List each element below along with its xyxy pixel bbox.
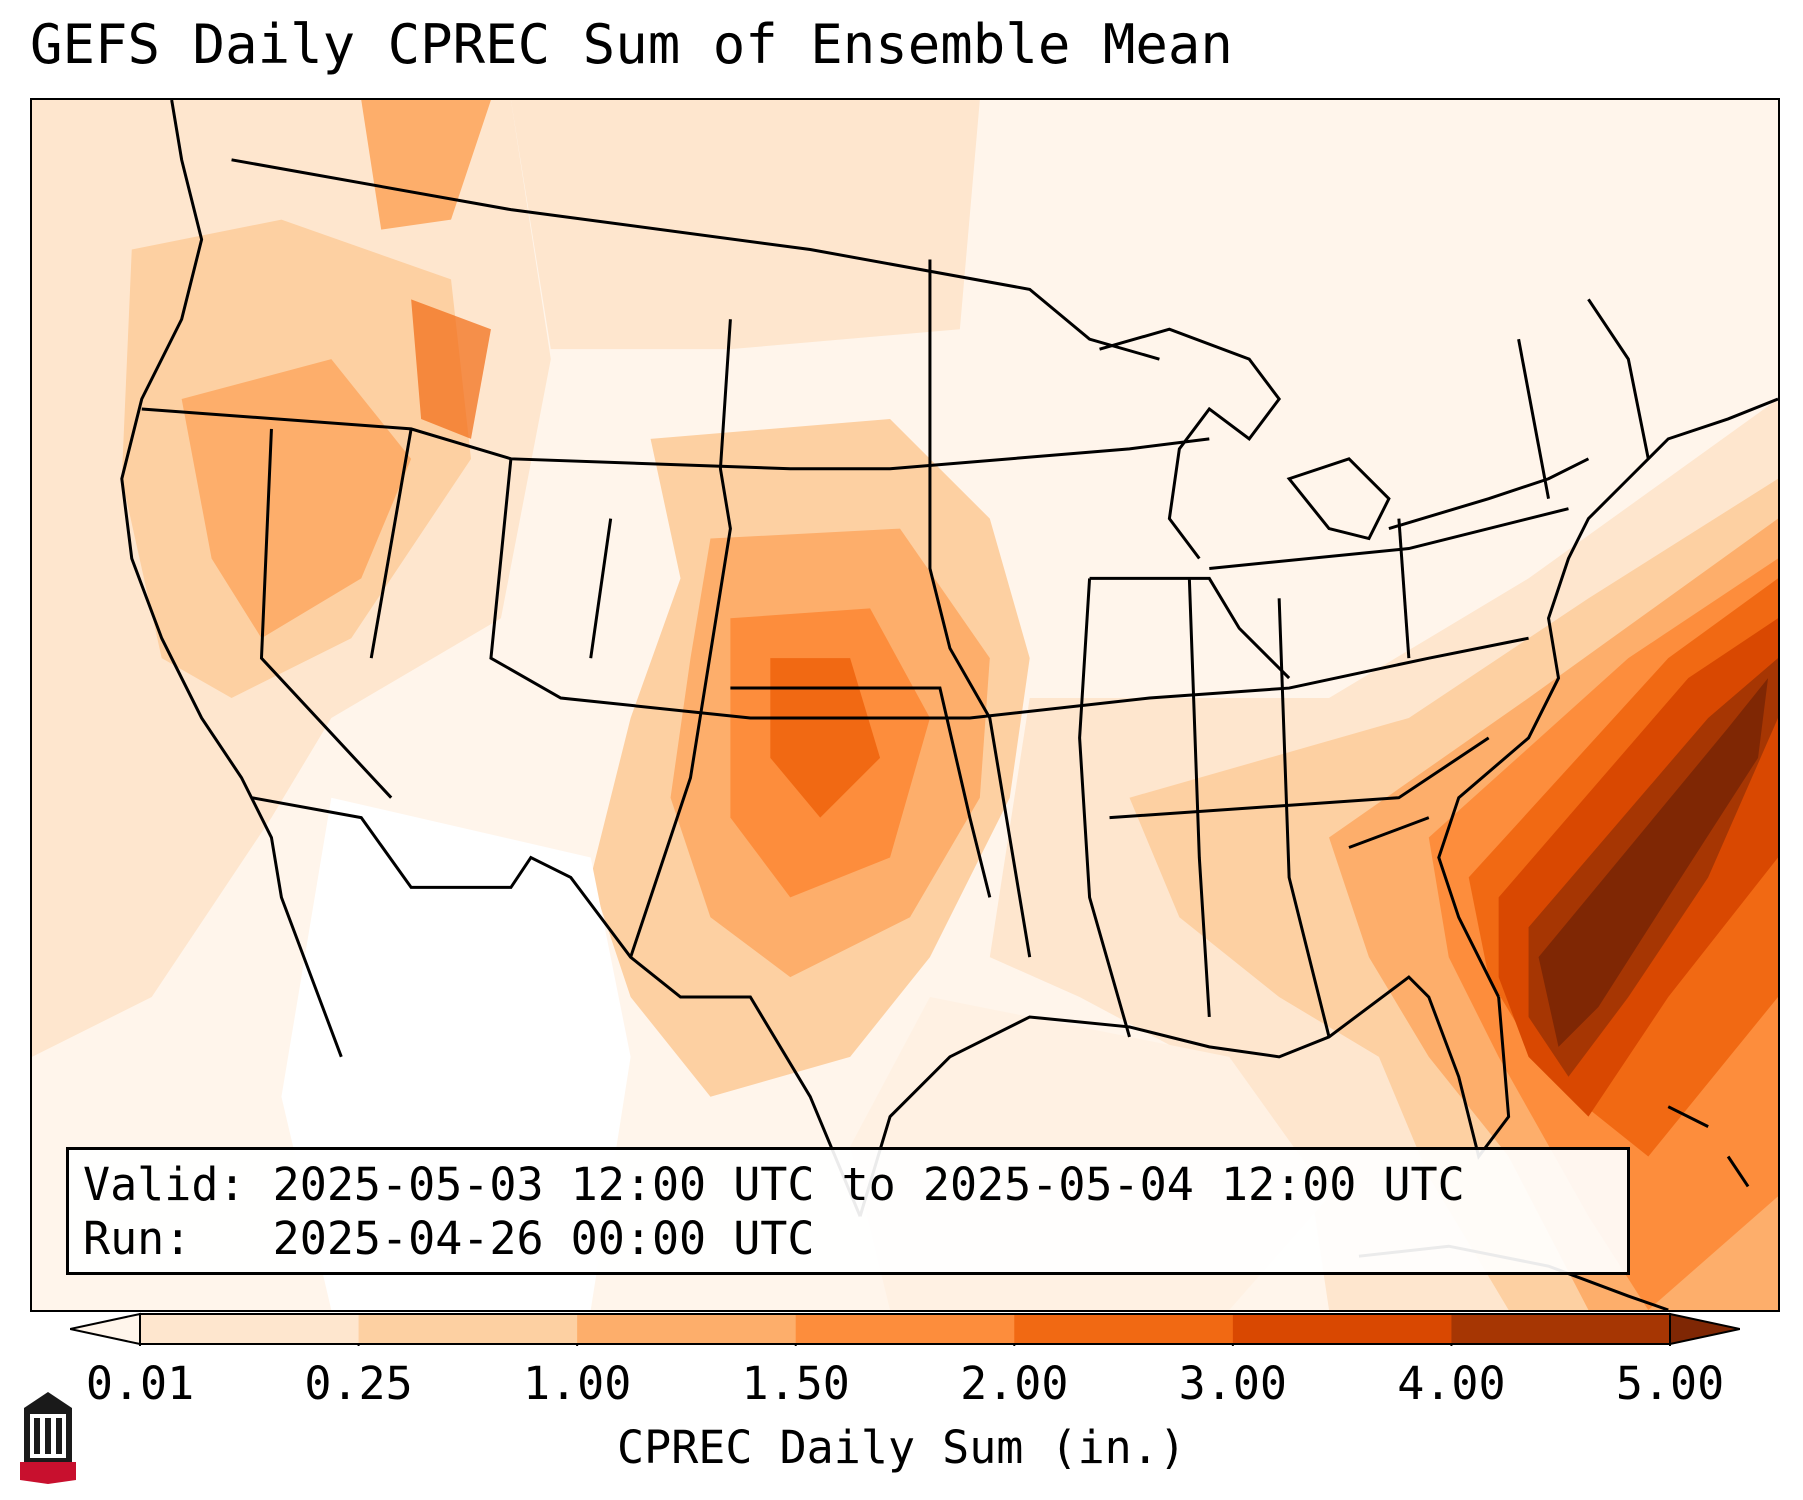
precipitation-map <box>30 98 1780 1312</box>
colorbar-outline <box>139 1313 1671 1345</box>
colorbar-segment <box>1014 1314 1234 1344</box>
map-borders <box>120 100 1778 1310</box>
colorbar-tick-label: 3.00 <box>1178 1357 1288 1410</box>
colorbar-tick-label: 1.00 <box>522 1357 632 1410</box>
run-time-text: Run: 2025-04-26 00:00 UTC <box>83 1212 815 1265</box>
colorbar-segment <box>795 1314 1015 1344</box>
map-canvas <box>32 100 1778 1310</box>
colorbar-segment <box>577 1314 797 1344</box>
colorbar-tick-label: 0.01 <box>85 1357 195 1410</box>
colorbar-label: CPREC Daily Sum (in.) <box>617 1421 1186 1474</box>
precip-shading <box>32 100 1778 1310</box>
colorbar-tick-label: 4.00 <box>1397 1357 1506 1410</box>
colorbar-segment <box>358 1314 578 1344</box>
colorbar-segment <box>1451 1314 1671 1344</box>
colorbar-tick-label: 2.00 <box>960 1357 1069 1410</box>
colorbar-tick-label: 0.25 <box>304 1357 413 1410</box>
colorbar-tick-label: 1.50 <box>741 1357 850 1410</box>
map-title: GEFS Daily CPREC Sum of Ensemble Mean <box>30 13 1233 76</box>
valid-time-text: Valid: 2025-05-03 12:00 UTC to 2025-05-0… <box>83 1158 1465 1211</box>
colorbar <box>70 1312 1740 1346</box>
info-box: Valid: 2025-05-03 12:00 UTC to 2025-05-0… <box>66 1147 1630 1275</box>
colorbar-segment <box>1232 1314 1452 1344</box>
colorbar-tick-label: 5.00 <box>1615 1357 1725 1410</box>
colorbar-over-arrow <box>1669 1312 1740 1346</box>
niu-logo-icon <box>20 1392 76 1484</box>
colorbar-segment <box>140 1314 360 1344</box>
colorbar-under-arrow <box>70 1312 141 1346</box>
